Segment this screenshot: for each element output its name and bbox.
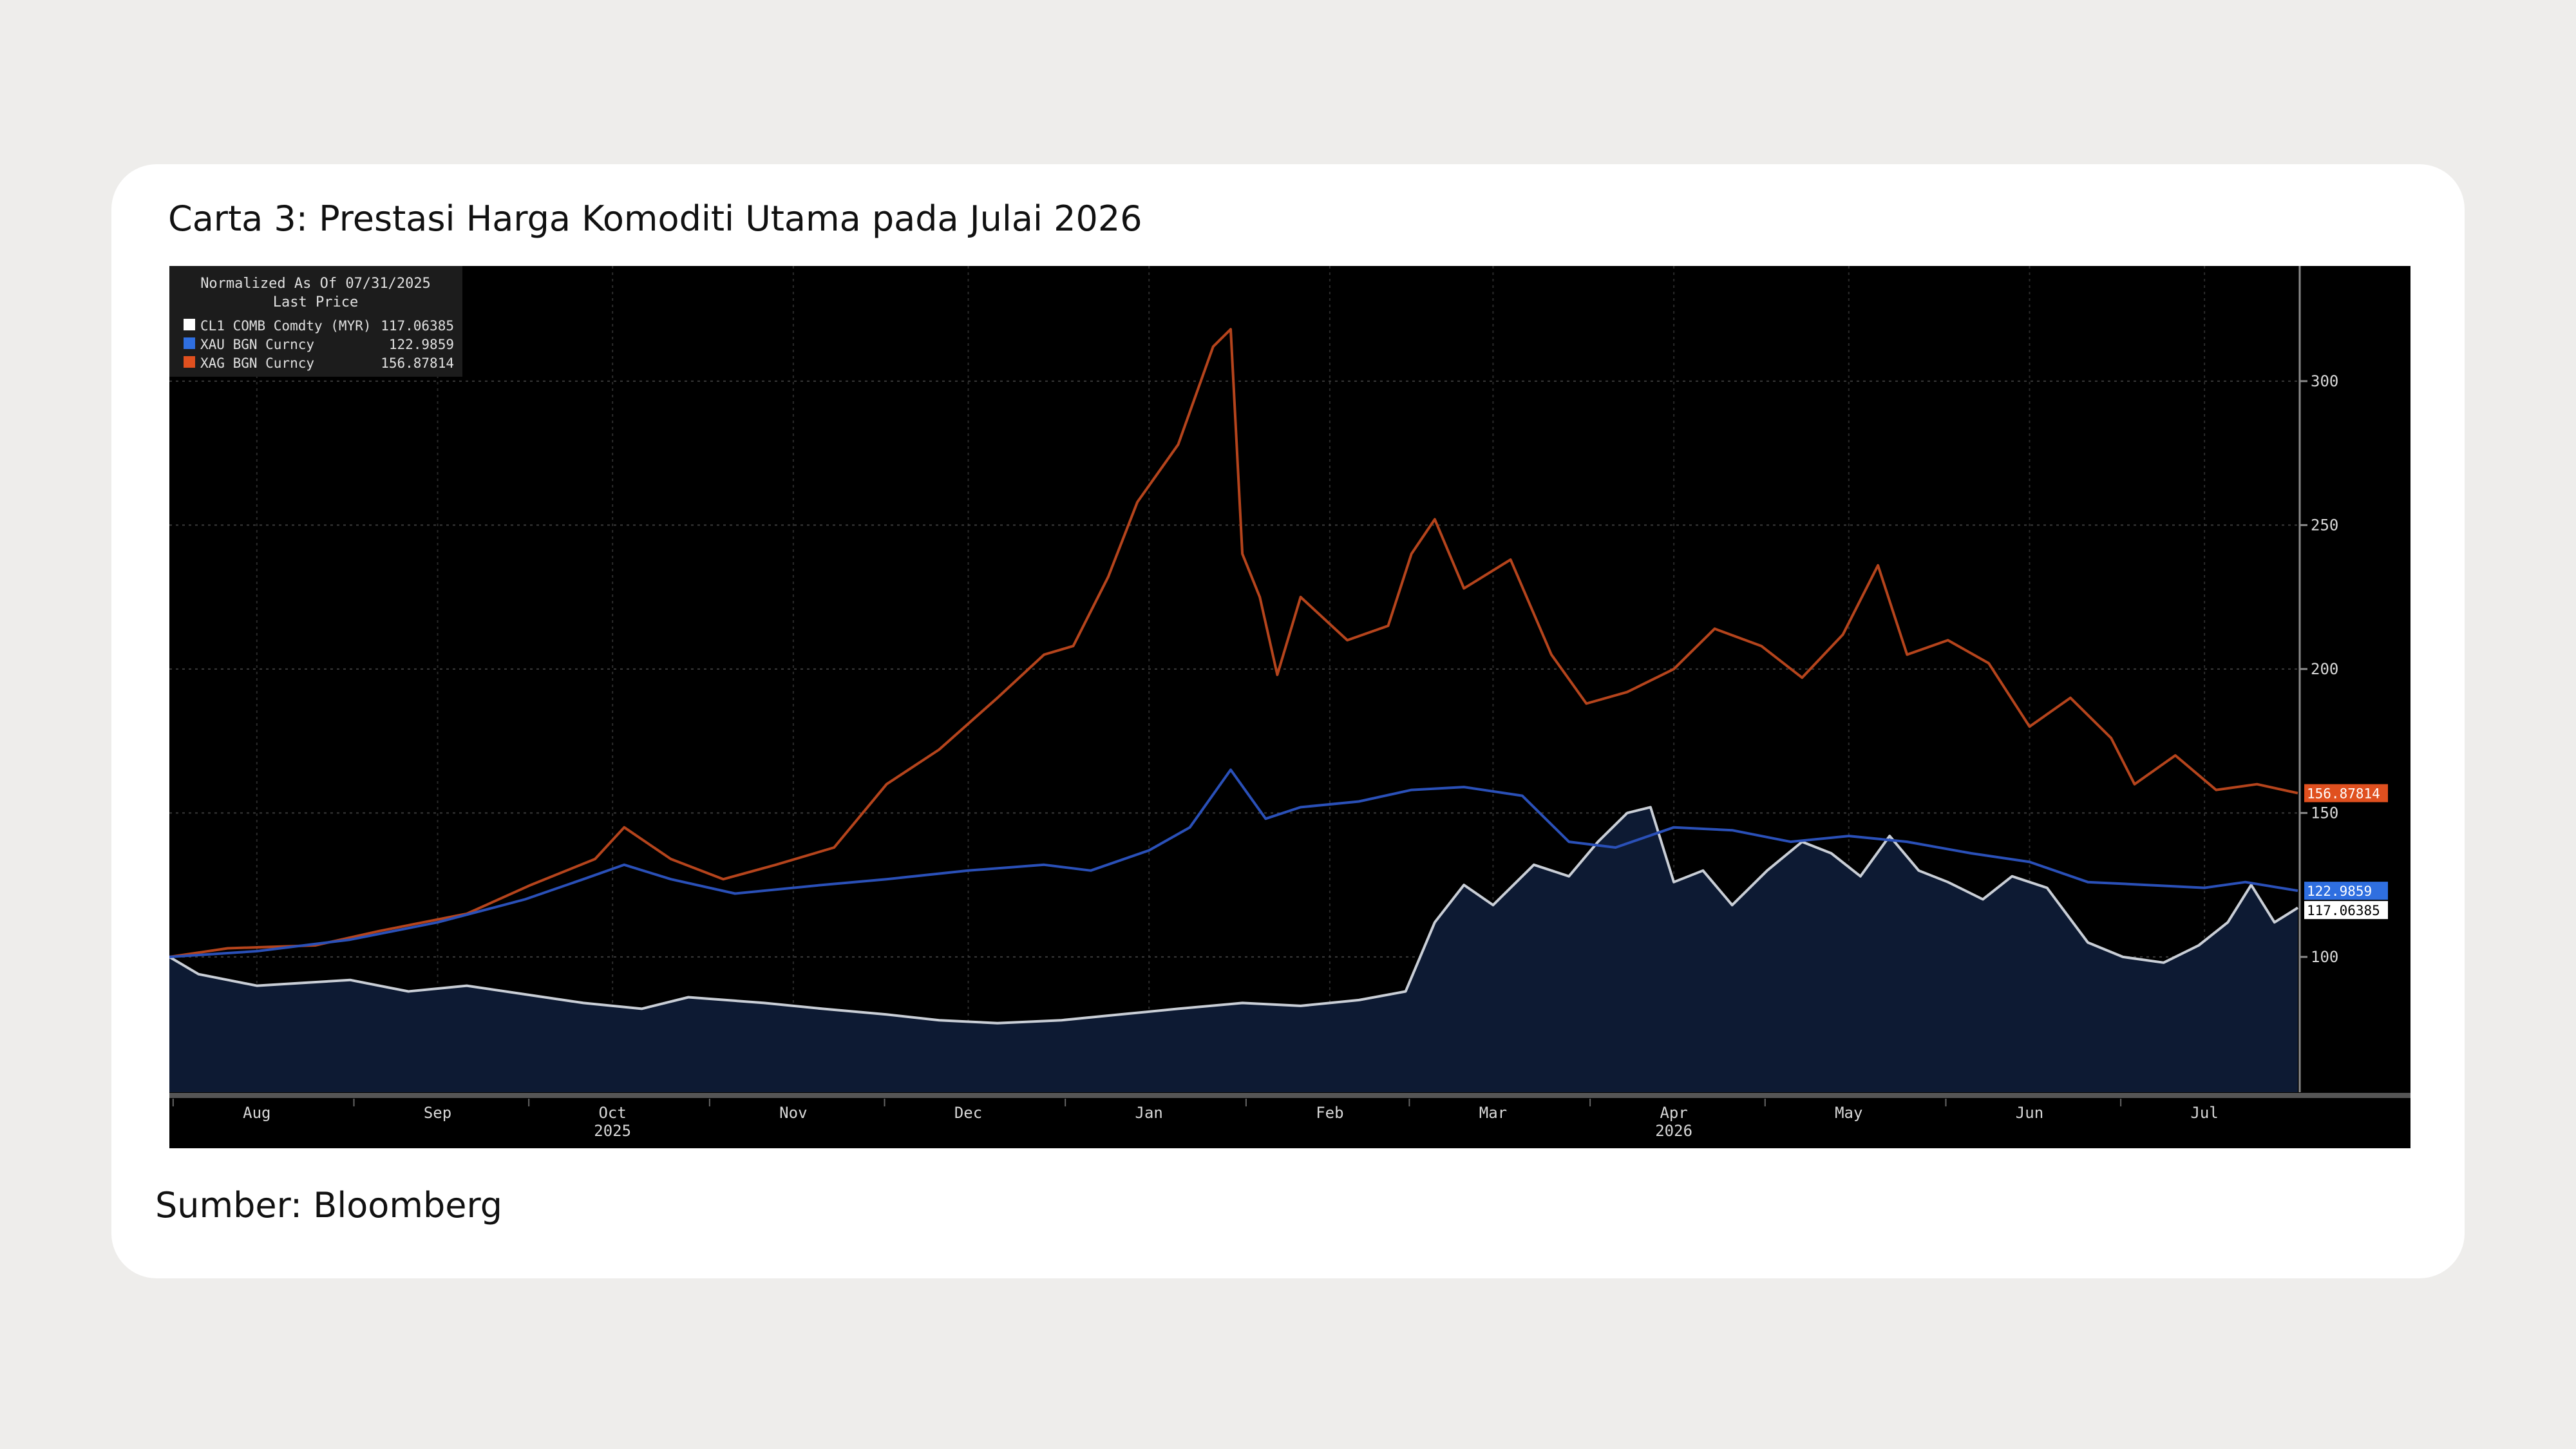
x-tick-label-feb: Feb: [1316, 1104, 1343, 1122]
legend-box: [169, 266, 462, 377]
x-tick-label-nov: Nov: [779, 1104, 807, 1122]
plot-area: [168, 328, 2299, 1092]
price-chart: 100 150 200 250 300 156.87814 122.9859 117.0638…: [168, 266, 2410, 1148]
x-tick-label-apr: Apr: [1660, 1104, 1687, 1122]
legend-subheading: Last Price: [273, 294, 358, 310]
source-note: Sumber: Bloomberg: [155, 1185, 502, 1226]
legend-name-cl1: CL1 COMB Comdty (MYR): [200, 318, 372, 334]
x-tick-label-oct: Oct: [598, 1104, 626, 1122]
x-axis-band: [169, 1092, 2410, 1148]
legend-swatch-cl1: [184, 319, 195, 330]
legend-name-xag: XAG BGN Curncy: [200, 355, 314, 371]
x-tick-label-jun: Jun: [2016, 1104, 2043, 1122]
series-area-cl1: [169, 807, 2298, 1092]
last-price-label-xau: 122.9859: [2307, 884, 2372, 899]
chart-svg: 100 150 200 250 300 156.87814 122.9859 117.0638…: [168, 266, 2410, 1148]
last-price-label-cl1: 117.06385: [2307, 903, 2380, 918]
legend-value-xau: 122.9859: [389, 337, 454, 352]
y-tick-label: 200: [2311, 660, 2338, 678]
legend-swatch-xau: [184, 337, 195, 349]
series-line-xau: [169, 768, 2298, 958]
x-tick-label-may: May: [1835, 1104, 1862, 1122]
series-line-cl1: [168, 806, 2299, 1025]
y-tick-label: 300: [2311, 372, 2338, 390]
last-price-flag-xag: [2304, 784, 2388, 802]
legend-swatch-xag: [184, 356, 195, 368]
chart-title: Carta 3: Prestasi Harga Komoditi Utama p…: [168, 198, 1142, 239]
legend-heading: Normalized As Of 07/31/2025: [200, 276, 431, 292]
gridlines: [169, 266, 2298, 1092]
x-tick-label-jul: Jul: [2190, 1104, 2218, 1122]
axes: 100 150 200 250 300 156.87814 122.9859 117.0638…: [169, 266, 2410, 1148]
last-price-flag-xau: [2304, 882, 2388, 900]
x-year-label-2025: 2025: [594, 1122, 631, 1140]
last-price-flag-cl1: [2304, 901, 2388, 920]
last-price-label-xag: 156.87814: [2307, 786, 2380, 802]
legend-name-xau: XAU BGN Curncy: [200, 337, 314, 352]
legend-value-xag: 156.87814: [381, 355, 454, 371]
y-tick-label: 250: [2311, 516, 2338, 534]
x-year-label-2026: 2026: [1655, 1122, 1692, 1140]
legend-value-cl1: 117.06385: [381, 318, 454, 334]
x-tick-label-jan: Jan: [1135, 1104, 1163, 1122]
x-tick-label-mar: Mar: [1479, 1104, 1507, 1122]
y-tick-label: 150: [2311, 804, 2338, 822]
x-tick-label-aug: Aug: [243, 1104, 270, 1122]
x-tick-label-sep: Sep: [424, 1104, 451, 1122]
y-tick-label: 100: [2311, 948, 2338, 966]
x-tick-label-dec: Dec: [954, 1104, 982, 1122]
legend: Normalized As Of 07/31/2025 Last Price CL1…: [169, 266, 462, 377]
series-line-xag: [169, 328, 2298, 958]
